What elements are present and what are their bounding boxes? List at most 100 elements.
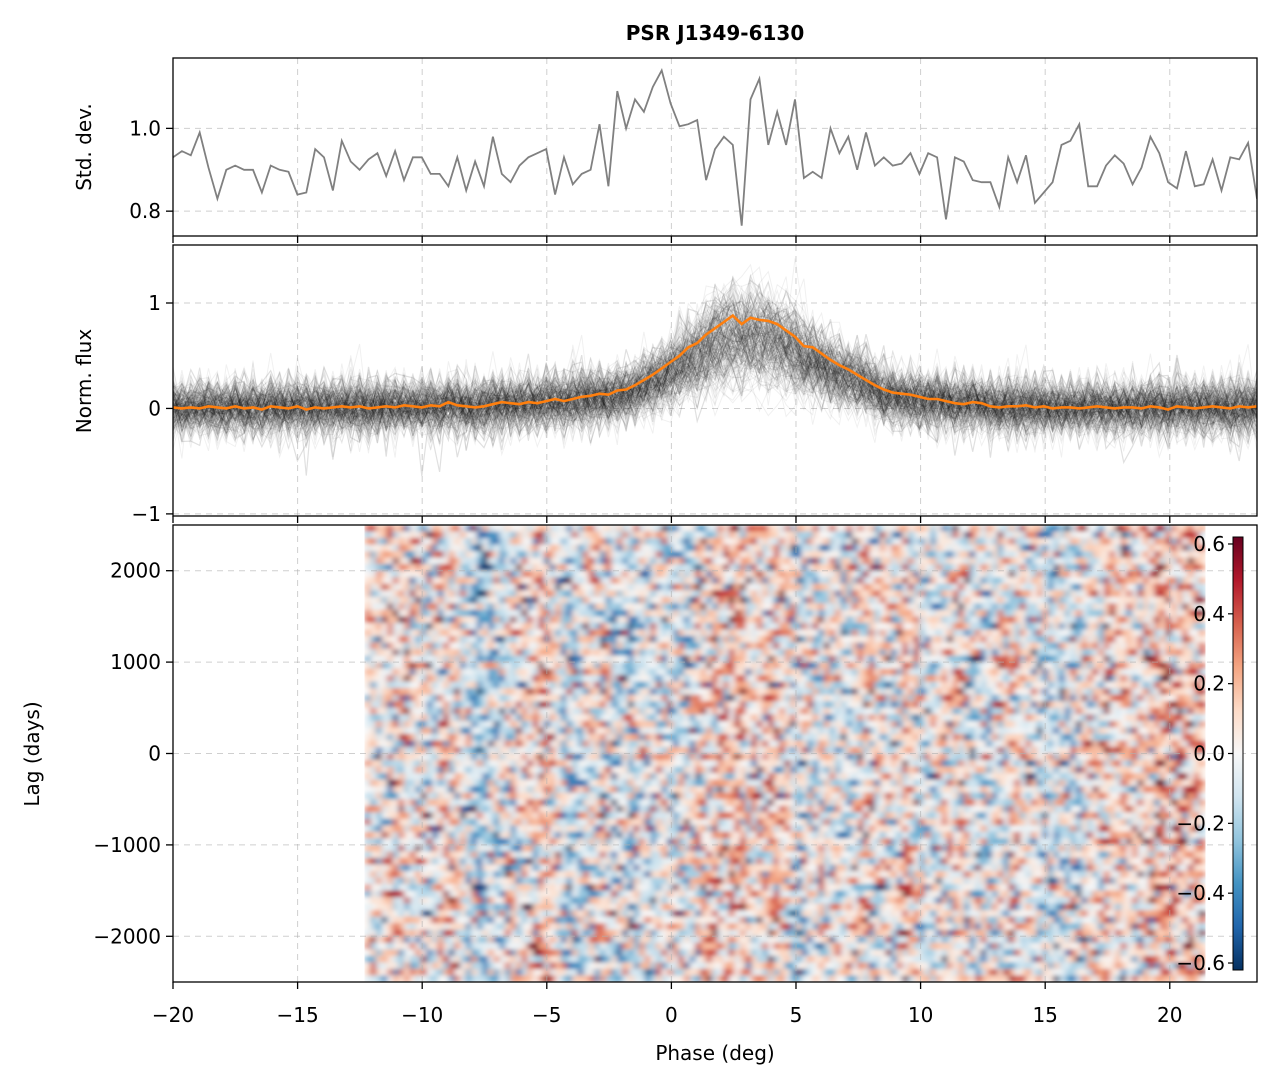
heatmap-cell [1193,609,1200,617]
heatmap-cell [409,681,416,689]
heatmap-cell [409,649,416,657]
heatmap-cell [364,544,372,552]
heatmap-cell [1176,662,1183,670]
flux-trace-line [173,319,1257,453]
heatmap-cell [667,577,674,585]
heatmap-cell [437,525,444,533]
heatmap-cell [1143,688,1150,696]
heatmap-cell [560,583,568,591]
heatmap-cell [1187,609,1195,617]
heatmap-cell [672,590,679,598]
heatmap-cell [840,564,847,572]
heatmap-cell [689,668,696,676]
heatmap-cell [1019,577,1027,585]
heatmap-cell [1187,557,1195,565]
heatmap-cell [409,557,416,565]
heatmap-cell [1109,590,1116,598]
heatmap-cell [790,675,797,683]
heatmap-cell [516,649,523,657]
heatmap-cell [437,557,444,565]
heatmap-cell [868,622,875,631]
heatmap-cell [588,570,596,578]
heatmap-cell [1081,720,1088,728]
heatmap-cell [420,603,428,611]
heatmap-cell [919,635,926,644]
heatmap-image [364,525,1206,982]
heatmap-cell [896,557,903,565]
heatmap-cell [801,635,808,644]
heatmap-cell [773,668,780,676]
heatmap-cell [1187,701,1195,709]
heatmap-cell [420,662,428,670]
heatmap-cell [1003,609,1010,617]
heatmap-cell [723,538,730,546]
heatmap-cell [991,714,999,722]
heatmap-cell [1159,616,1167,624]
heatmap-cell [549,668,556,676]
heatmap-cell [700,675,707,683]
heatmap-cell [532,668,540,676]
heatmap-cell [656,616,663,624]
heatmap-cell [376,570,383,578]
flux-trace-line [173,276,1257,445]
heatmap-cell [807,538,814,546]
heatmap-cell [1019,557,1027,565]
heatmap-cell [1126,635,1133,644]
heatmap-cell [1064,635,1071,644]
heatmap-cell [835,616,842,624]
heatmap-cell [1025,583,1032,591]
heatmap-cell [672,688,679,696]
heatmap-cell [1199,642,1206,650]
heatmap-cell [1126,720,1133,728]
heatmap-cell [465,720,472,728]
heatmap-cell [762,538,769,546]
heatmap-cell [560,681,568,689]
heatmap-cell [639,701,646,709]
heatmap-cell [1115,707,1122,715]
heatmap-cell [1131,577,1139,585]
heatmap-cell [364,694,372,702]
heatmap-cell [756,649,763,657]
heatmap-cell [1187,655,1195,663]
heatmap-cell [454,720,461,728]
heatmap-cell [829,596,836,604]
heatmap-cell [711,707,719,715]
heatmap-cell [1103,701,1111,709]
heatmap-cell [555,544,562,552]
heatmap-cell [857,681,864,689]
heatmap-cell [784,583,791,591]
heatmap-cell [1059,635,1066,644]
heatmap-cell [661,622,668,631]
heatmap-cell [1081,557,1088,565]
heatmap-cell [907,720,915,728]
heatmap-cell [930,590,937,598]
heatmap-cell [840,707,847,715]
heatmap-cell [1014,557,1021,565]
heatmap-cell [633,538,640,546]
heatmap-cell [935,642,943,650]
heatmap-cell [1199,694,1206,702]
heatmap-cell [818,629,825,637]
heatmap-cell [1182,603,1189,611]
heatmap-cell [499,714,506,722]
heatmap-cell [594,701,601,709]
heatmap-cell [1003,681,1010,689]
heatmap-cell [1042,583,1049,591]
heatmap-cell [471,727,478,735]
heatmap-cell [891,662,898,670]
heatmap-cell [583,635,590,644]
heatmap-cell [695,655,702,663]
heatmap-cell [572,662,579,670]
heatmap-cell [734,531,741,539]
heatmap-cell [795,720,803,728]
heatmap-cell [762,668,769,676]
heatmap-cell [1115,629,1122,637]
heatmap-cell [935,662,943,670]
heatmap-cell [935,622,943,631]
heatmap-cell [437,675,444,683]
heatmap-cell [711,609,719,617]
heatmap-cell [1109,583,1116,591]
heatmap-cell [941,570,948,578]
heatmap-cell [1187,531,1195,539]
heatmap-cell [454,544,461,552]
